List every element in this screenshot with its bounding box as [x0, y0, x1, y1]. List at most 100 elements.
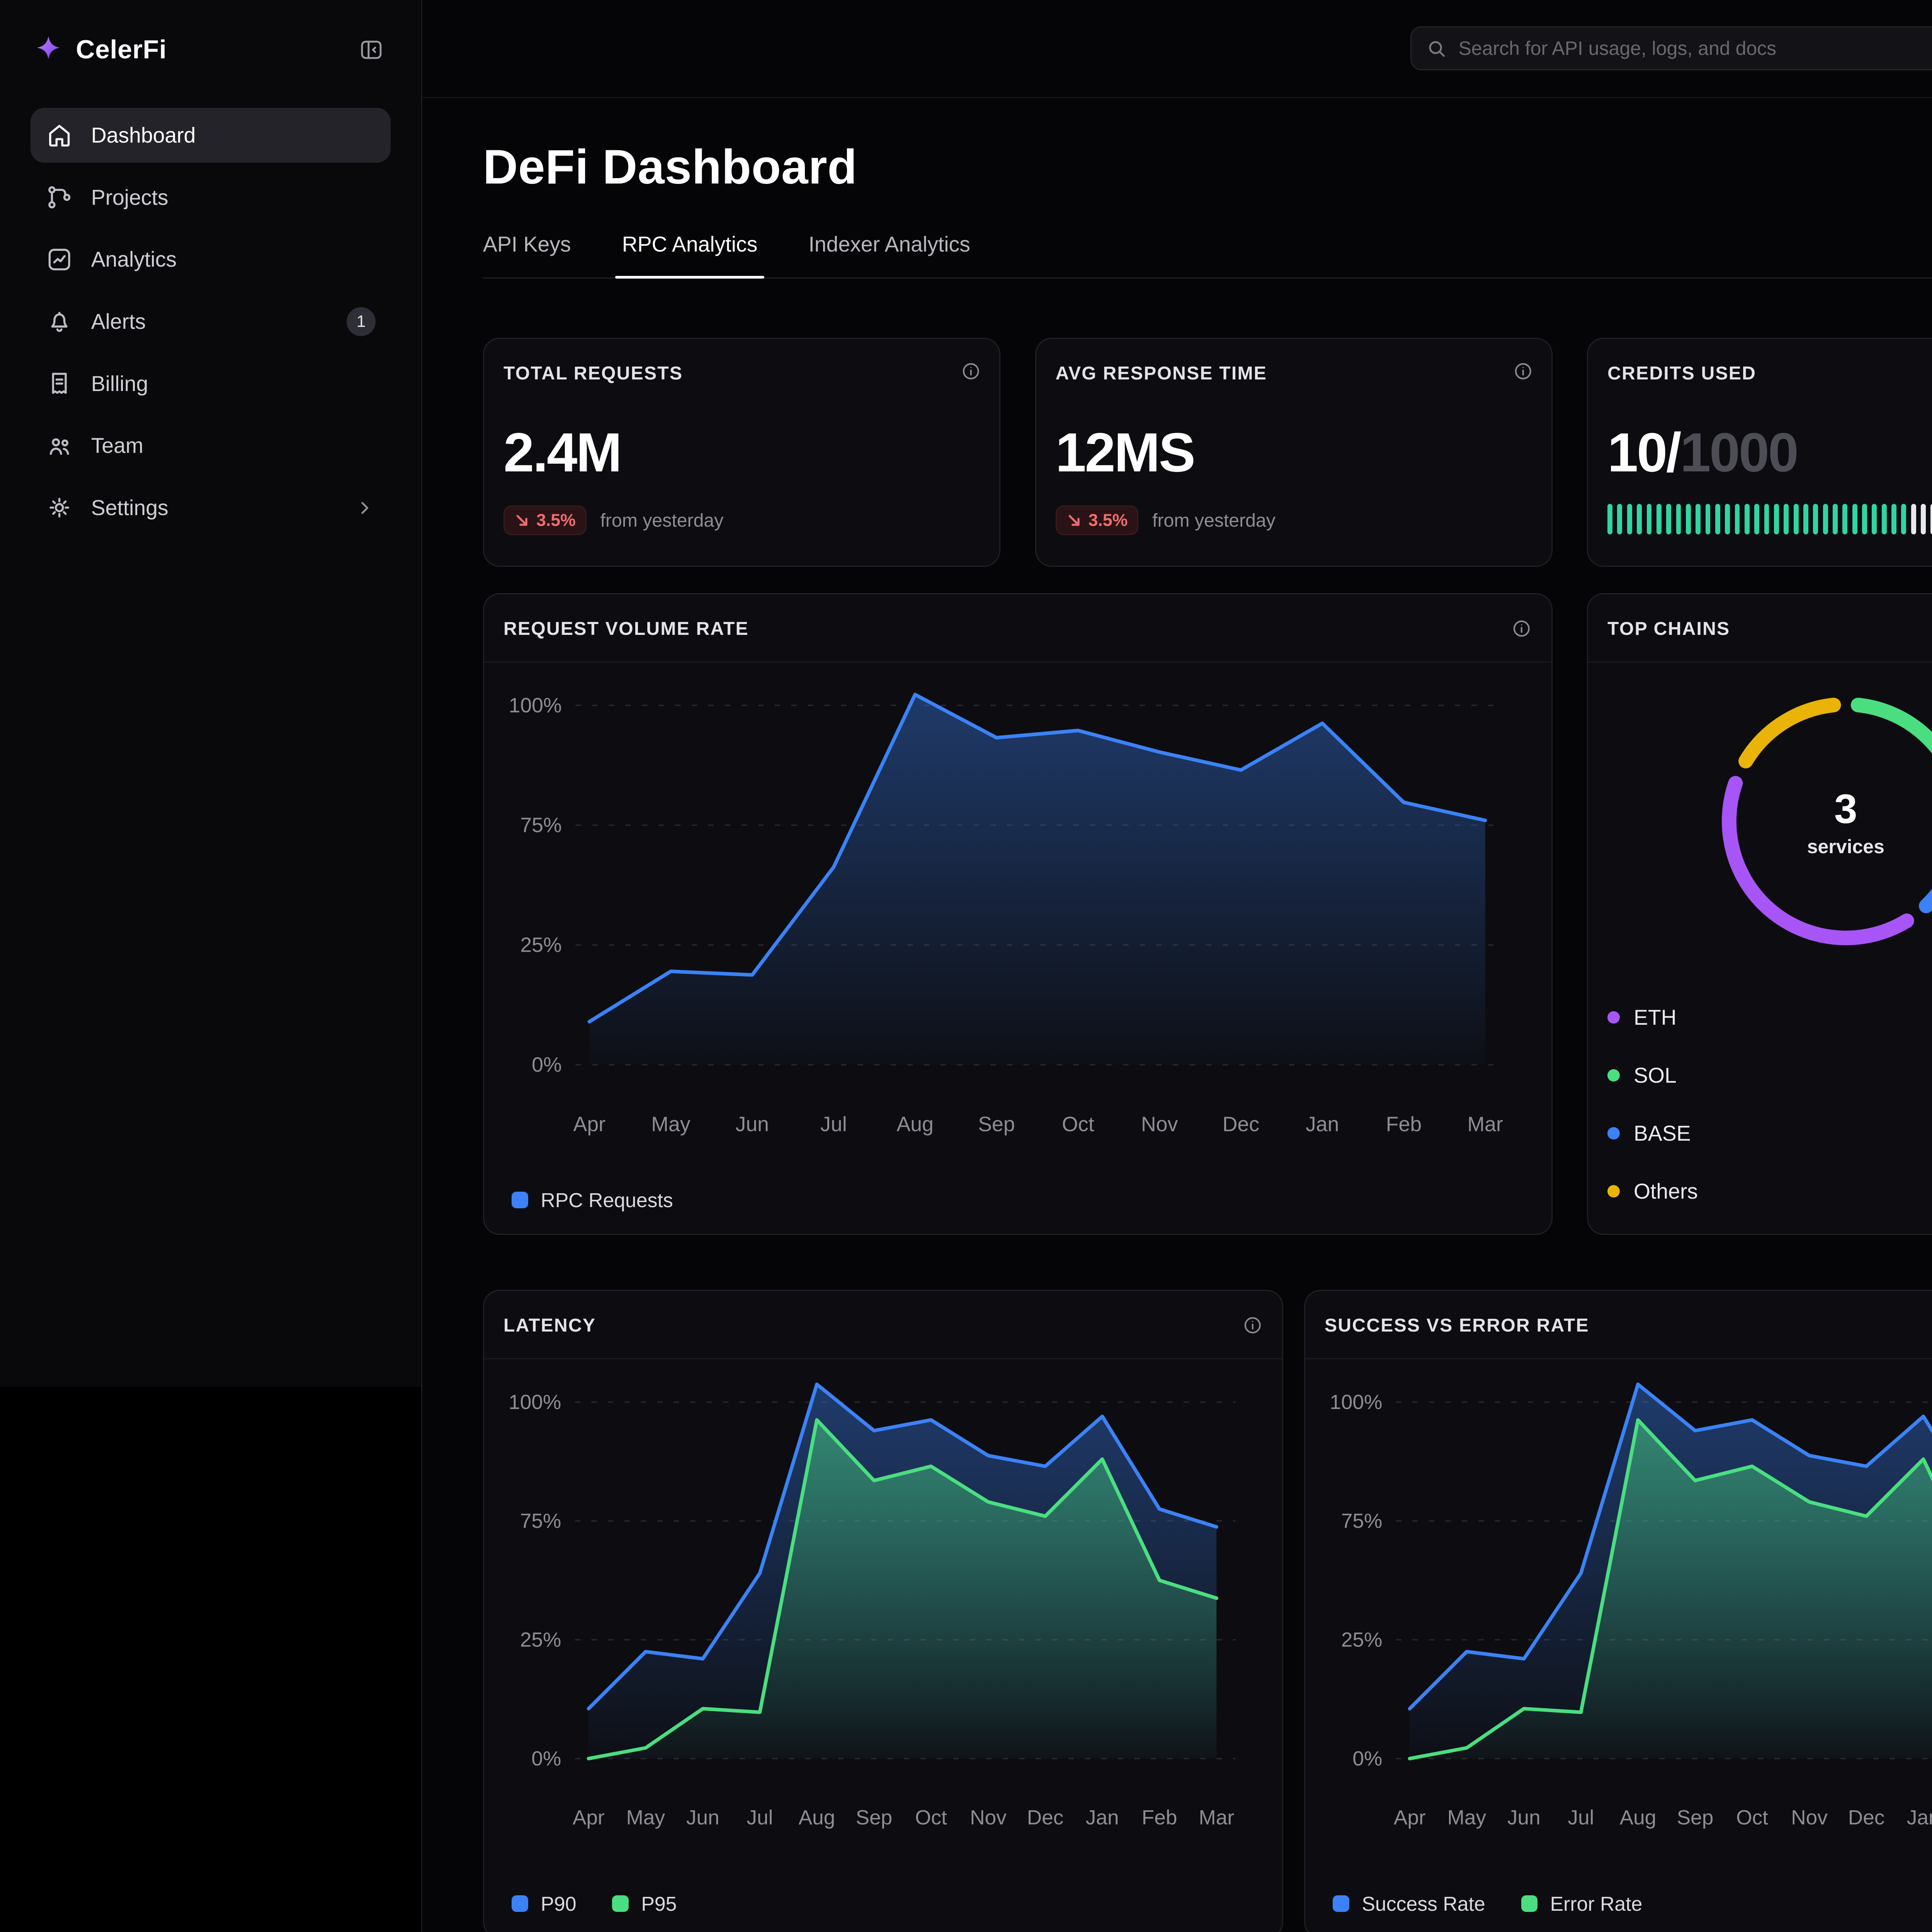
tab-indexer-analytics[interactable]: Indexer Analytics	[808, 232, 970, 257]
sidebar-item-label: Billing	[91, 371, 148, 396]
legend-swatch	[512, 1192, 529, 1208]
credit-tick	[1793, 504, 1799, 534]
sidebar-item-label: Settings	[91, 496, 168, 520]
chart-header: SUCCESS VS ERROR RATE	[1305, 1291, 1932, 1360]
stat-value: 2.4M	[503, 422, 622, 484]
svg-text:Jan: Jan	[1906, 1806, 1932, 1829]
credit-tick	[1852, 504, 1857, 534]
chain-dot	[1607, 1011, 1620, 1024]
request-volume-chart: 100% 75% 25% 0% Apr May Jun Jul Aug Sep Oct Nov Dec J…	[484, 663, 1551, 1189]
chain-row-others: Others 17%	[1588, 1162, 1932, 1220]
stat-delta-row: 3.5% from yesterday	[503, 505, 980, 536]
panel-collapse-icon	[361, 40, 382, 59]
legend-item: Error Rate	[1521, 1892, 1642, 1915]
svg-text:Jul: Jul	[1568, 1806, 1594, 1829]
svg-text:100%: 100%	[509, 1391, 561, 1413]
sidebar-nav: Dashboard Projects Analytics	[0, 107, 421, 536]
credit-tick	[1676, 504, 1681, 534]
sidebar-panel: CelerFi Dashboard	[0, 0, 421, 1387]
stat-title: TOTAL REQUESTS	[503, 362, 683, 384]
credit-tick	[1646, 504, 1652, 534]
chain-dot	[1607, 1069, 1620, 1082]
svg-text:25%: 25%	[520, 934, 561, 957]
latency-card: LATENCY 100% 75% 25% 0% Apr May Jun Jul Aug Sep Oc…	[483, 1290, 1284, 1932]
stat-title: AVG RESPONSE TIME	[1055, 362, 1267, 384]
info-icon[interactable]	[1513, 361, 1534, 382]
credit-tick	[1764, 504, 1769, 534]
credit-tick	[1901, 504, 1906, 534]
chart-title: LATENCY	[503, 1315, 596, 1336]
chart-title: TOP CHAINS	[1607, 618, 1730, 639]
legend-swatch	[512, 1895, 529, 1912]
chart-title: SUCCESS VS ERROR RATE	[1324, 1315, 1589, 1336]
top-chains-donut-wrap: 3 services	[1588, 663, 1932, 980]
legend-item: P90	[512, 1892, 577, 1915]
svg-text:100%: 100%	[1330, 1391, 1382, 1413]
credit-tick	[1627, 504, 1632, 534]
svg-text:May: May	[651, 1113, 690, 1136]
svg-text:Feb: Feb	[1386, 1113, 1421, 1136]
info-icon[interactable]	[1242, 1315, 1263, 1336]
request-volume-rate-svg: 100% 75% 25% 0% Apr May Jun Jul Aug Sep Oct Nov Dec J…	[509, 693, 1505, 1136]
credit-tick	[1637, 504, 1642, 534]
svg-text:May: May	[626, 1806, 665, 1829]
sidebar-item-label: Dashboard	[91, 123, 196, 147]
legend-swatch	[612, 1895, 629, 1912]
stat-title: CREDITS USED	[1607, 362, 1757, 384]
sidebar-item-settings[interactable]: Settings	[31, 480, 391, 536]
svg-text:Nov: Nov	[1141, 1113, 1178, 1136]
delta-note: from yesterday	[1152, 510, 1276, 531]
success-error-card: SUCCESS VS ERROR RATE 100% 75% 25% 0% Apr May…	[1304, 1290, 1932, 1932]
sidebar-item-alerts[interactable]: Alerts 1	[31, 294, 391, 349]
svg-text:Dec: Dec	[1027, 1806, 1063, 1829]
svg-text:Jun: Jun	[1507, 1806, 1540, 1829]
sidebar-item-dashboard[interactable]: Dashboard	[30, 107, 391, 163]
sidebar-item-label: Team	[91, 434, 144, 458]
chart-legend: Success Rate Error Rate	[1305, 1892, 1932, 1932]
chain-row-base: BASE 15%	[1588, 1104, 1932, 1162]
sidebar-item-label: Analytics	[91, 247, 177, 272]
credits-value: 10/1000	[1607, 421, 1932, 485]
sidebar-item-billing[interactable]: Billing	[31, 356, 391, 411]
chart-header: LATENCY	[484, 1291, 1282, 1360]
tab-api-keys[interactable]: API Keys	[483, 232, 571, 257]
sidebar-item-analytics[interactable]: Analytics	[31, 232, 391, 287]
chart-title: REQUEST VOLUME RATE	[503, 618, 749, 639]
credit-tick	[1784, 504, 1789, 534]
request-volume-card: REQUEST VOLUME RATE 100% 75% 25% 0% Apr May Ju…	[483, 593, 1553, 1235]
tab-rpc-analytics[interactable]: RPC Analytics	[615, 232, 765, 279]
svg-text:Apr: Apr	[573, 1113, 605, 1136]
chart-header: REQUEST VOLUME RATE	[484, 594, 1551, 663]
svg-text:Feb: Feb	[1141, 1806, 1177, 1829]
svg-text:Mar: Mar	[1467, 1113, 1503, 1136]
info-icon[interactable]	[961, 361, 981, 382]
svg-text:Jun: Jun	[686, 1806, 719, 1829]
legend-item: P95	[612, 1892, 677, 1915]
search-box[interactable]: /	[1410, 26, 1932, 71]
svg-text:Apr: Apr	[1393, 1806, 1425, 1829]
credit-tick	[1607, 504, 1612, 534]
legend-swatch	[1333, 1895, 1350, 1912]
main-area: / DeFi Dashboard API Keys RPC Analytics …	[422, 0, 1932, 1932]
credit-tick	[1774, 504, 1779, 534]
sidebar: CelerFi Dashboard	[0, 0, 422, 1932]
sidebar-item-team[interactable]: Team	[31, 418, 391, 473]
sidebar-item-projects[interactable]: Projects	[31, 170, 391, 225]
svg-text:Jan: Jan	[1085, 1806, 1119, 1829]
credit-tick	[1813, 504, 1818, 534]
svg-text:Aug: Aug	[798, 1806, 835, 1829]
svg-text:May: May	[1447, 1806, 1486, 1829]
delta-badge: 3.5%	[1055, 505, 1139, 536]
info-icon[interactable]	[1511, 618, 1532, 639]
credit-tick	[1705, 504, 1711, 534]
svg-text:25%: 25%	[1341, 1628, 1382, 1651]
search-input[interactable]	[1458, 37, 1923, 60]
svg-text:100%: 100%	[509, 694, 561, 717]
sidebar-collapse-button[interactable]	[352, 31, 391, 69]
alert-bell-icon	[46, 308, 73, 335]
latency-chart: 100% 75% 25% 0% Apr May Jun Jul Aug Sep Oct Nov Dec J…	[484, 1359, 1282, 1892]
mid-row: REQUEST VOLUME RATE 100% 75% 25% 0% Apr May Ju…	[483, 593, 1932, 1235]
home-icon	[46, 121, 73, 149]
svg-text:0%: 0%	[532, 1053, 562, 1077]
